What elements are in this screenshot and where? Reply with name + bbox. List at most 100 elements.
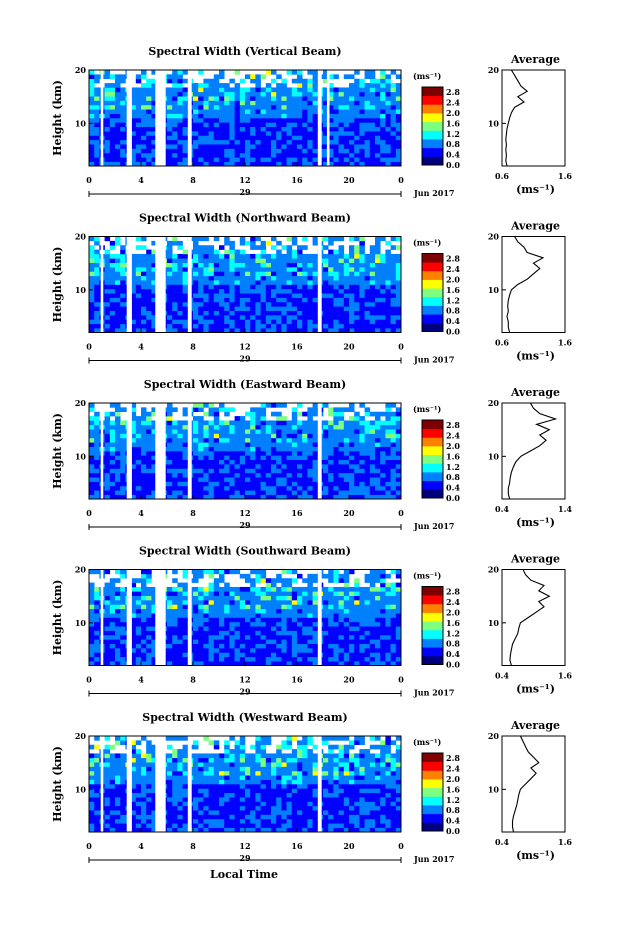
heatmap-cell [146,424,152,430]
heatmap-cell [369,113,376,119]
heatmap-cell [395,490,402,495]
heatmap-cell [229,240,235,246]
heatmap-cell [302,586,308,592]
heatmap-cell [260,429,267,434]
heatmap-cell [333,144,339,149]
heatmap-cell [141,148,147,154]
heatmap-cell [130,407,137,413]
heatmap-cell [239,621,246,627]
data-gap [187,70,192,166]
heatmap-cell [198,310,204,316]
heatmap-cell [151,122,157,128]
heatmap-cell [109,87,116,93]
heatmap-cell [276,297,282,303]
heatmap-cell [260,608,267,614]
heatmap-cell [203,652,209,658]
heatmap-cell [297,74,303,80]
heatmap-cell [276,411,282,417]
heatmap-cell [297,104,303,110]
heatmap-cell [151,258,157,263]
heatmap-cell [229,245,235,250]
heatmap-cell [109,152,116,158]
heatmap-cell [130,139,137,145]
heatmap-cell [198,315,204,320]
heatmap-cell [146,319,152,325]
heatmap-cell [338,280,345,285]
heatmap-cell [89,600,95,605]
heatmap-cell [255,494,261,500]
heatmap-cell [219,437,225,443]
heatmap-cell [167,126,173,132]
heatmap-cell [297,161,303,167]
heatmap-cell [167,240,173,246]
heatmap-cell [219,113,225,119]
heatmap-cell [312,87,319,93]
heatmap-cell [203,104,209,110]
heatmap-cell [224,437,230,443]
heatmap-cell [203,446,209,452]
heatmap-cell [291,157,298,162]
heatmap-cell [369,626,376,631]
heatmap-cell [109,442,116,447]
heatmap-cell [219,494,225,500]
heatmap-cell [182,293,189,298]
heatmap-cell [380,100,386,106]
heatmap-cell [193,148,199,154]
heatmap-cell [224,595,230,601]
heatmap-cell [343,100,350,106]
heatmap-cell [94,639,100,644]
heatmap-cell [343,420,350,426]
heatmap-cell [245,152,251,158]
heatmap-cell [375,494,381,500]
panel-title: Spectral Width (Eastward Beam) [144,378,346,391]
heatmap-cell [250,306,256,311]
heatmap-cell [115,262,121,268]
heatmap-cell [395,315,402,320]
heatmap-cell [307,472,313,478]
heatmap-cell [385,249,391,255]
heatmap-cell [109,464,116,469]
heatmap-cell [151,481,157,487]
heatmap-cell [271,472,277,478]
heatmap-cell [234,608,241,614]
heatmap-cell [354,459,360,465]
heatmap-cell [395,275,402,281]
heatmap-cell [130,485,137,491]
heatmap-cell [354,494,360,500]
heatmap-cell [307,656,313,662]
heatmap-cell [375,446,381,452]
heatmap-cell [94,87,100,93]
heatmap-cell [146,258,152,263]
heatmap-cell [312,118,319,123]
heatmap-cell [375,258,381,263]
heatmap-cell [234,315,241,320]
heatmap-cell [135,643,142,649]
heatmap-cell [104,161,111,167]
heatmap-cell [245,578,251,583]
heatmap-cell [141,595,147,601]
heatmap-cell [291,131,298,136]
heatmap-cell [265,604,272,610]
heatmap-cell [234,424,241,430]
heatmap-cell [250,319,256,325]
heatmap-cell [260,617,267,623]
heatmap-cell [219,420,225,426]
heatmap-cell [239,78,246,84]
heatmap-cell [265,451,272,456]
heatmap-cell [276,468,282,474]
heatmap-cell [177,582,183,588]
heatmap-cell [390,459,397,465]
heatmap-cell [172,613,178,618]
heatmap-cell [286,604,293,610]
heatmap-cell [172,122,178,128]
heatmap-cell [141,301,147,307]
heatmap-cell [380,104,386,110]
heatmap-cell [104,271,111,277]
colorbar-tick-label: 2.8 [446,254,460,264]
heatmap-cell [135,135,142,141]
heatmap-cell [94,481,100,487]
heatmap-cell [151,323,157,329]
heatmap-cell [271,617,277,623]
heatmap-cell [276,451,282,456]
heatmap-cell [276,661,282,666]
